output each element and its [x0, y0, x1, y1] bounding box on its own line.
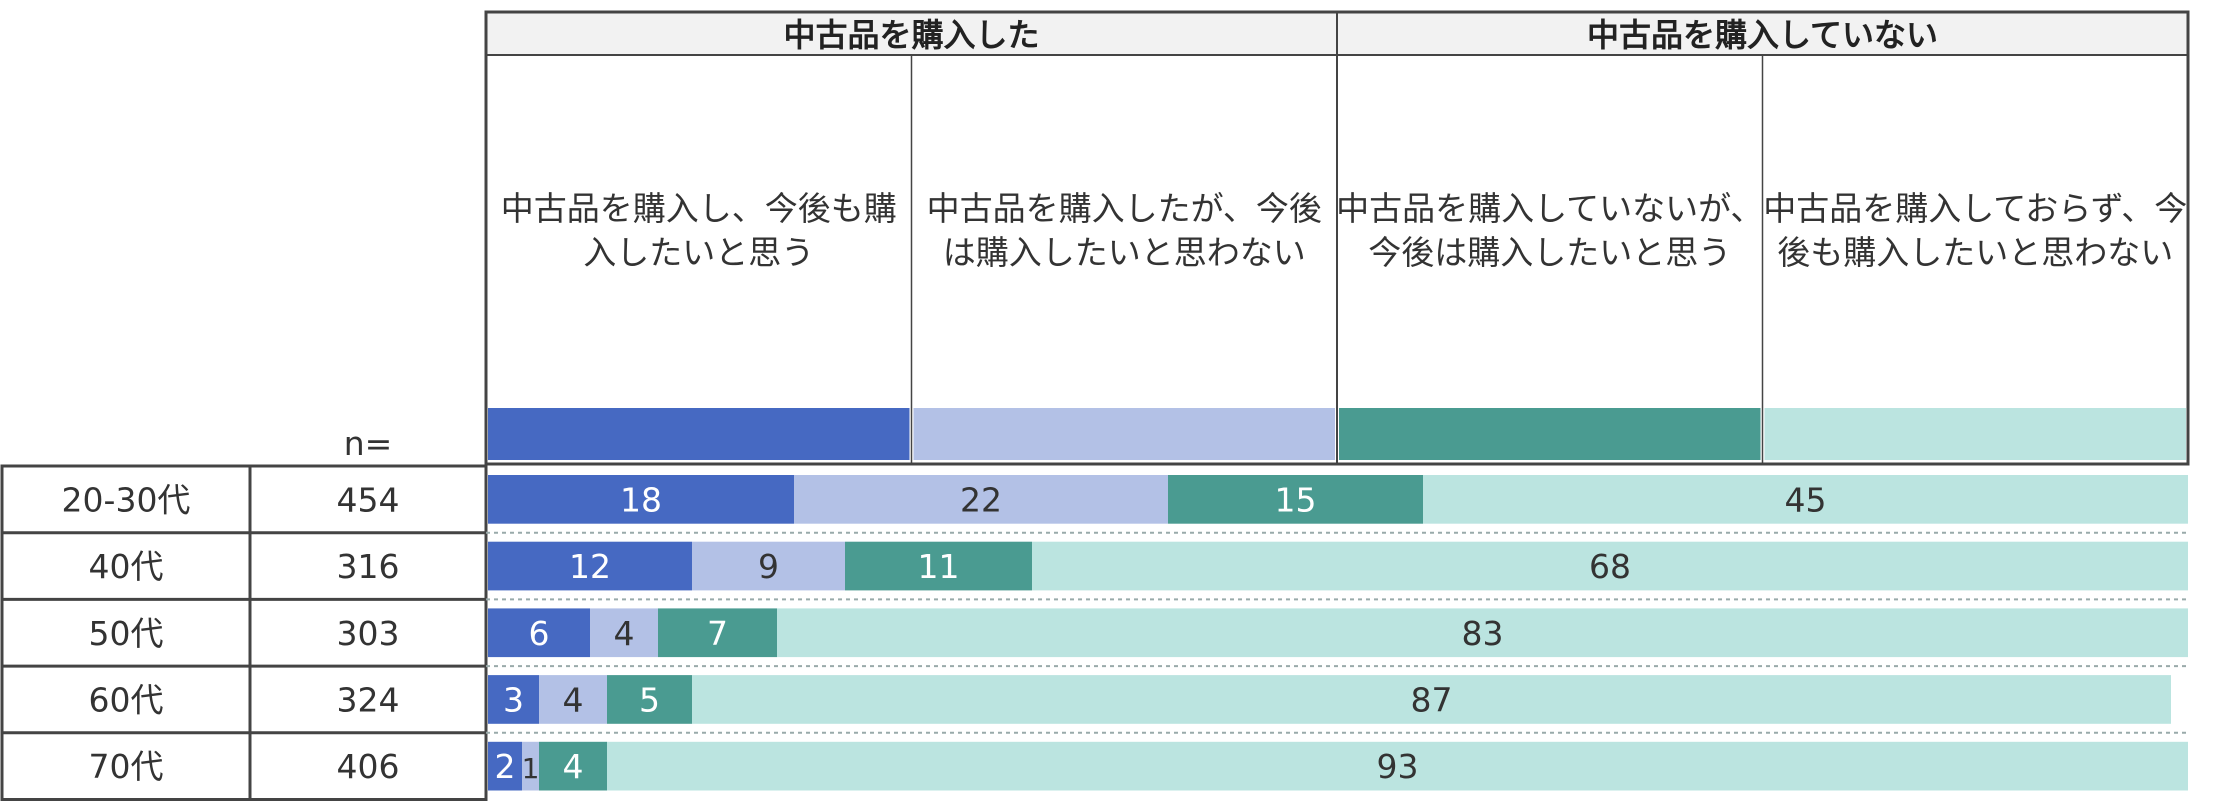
category-label: 中古品を購入したが、今後: [927, 189, 1322, 228]
bar-segment: [590, 608, 658, 658]
bar-value-label: 5: [639, 680, 660, 719]
bar-value-label: 4: [563, 747, 584, 786]
bar-value-label: 15: [1275, 480, 1317, 519]
bar-value-label: 11: [918, 547, 960, 586]
bar-value-label: 83: [1462, 614, 1504, 653]
bar-segment: [658, 608, 777, 658]
bar-value-label: 7: [707, 614, 728, 653]
bar-segment: [488, 541, 692, 591]
bar-value-label: 22: [960, 480, 1002, 519]
row-n-value: 324: [337, 680, 400, 719]
legend-swatch-4: [1764, 408, 2186, 460]
bar-segment: [539, 741, 607, 791]
bar-segment: [794, 475, 1168, 524]
row-label: 40代: [89, 547, 164, 586]
legend-swatch-1: [488, 408, 910, 460]
bar-value-label: 12: [569, 547, 611, 586]
bar-segment: [1423, 475, 2188, 524]
bar-segment: [845, 541, 1032, 591]
bar-segment: [607, 741, 2188, 791]
category-label: 中古品を購入していないが、: [1336, 189, 1763, 228]
bar-value-label: 9: [758, 547, 779, 586]
row-n-value: 303: [337, 614, 400, 653]
bar-value-label: 6: [529, 614, 550, 653]
bar-segment: [607, 675, 692, 724]
bar-value-label: 4: [614, 614, 635, 653]
bar-segment: [692, 675, 2171, 724]
bar-value-label: 2: [495, 747, 516, 786]
category-label: 中古品を購入しておらず、今: [1763, 189, 2187, 228]
bar-value-label: 3: [503, 680, 524, 719]
n-label: n=: [344, 424, 393, 463]
group-title: 中古品を購入した: [783, 16, 1039, 54]
legend-swatch-2: [913, 408, 1335, 460]
bar-segment: [1032, 541, 2188, 591]
bar-value-label: 18: [620, 480, 662, 519]
bar-segment: [488, 675, 539, 724]
bar-segment: [488, 741, 522, 791]
row-label: 70代: [89, 747, 164, 786]
category-label: 入したいと思う: [583, 233, 814, 272]
bar-segment: [522, 741, 539, 791]
bar-value-label: 45: [1785, 480, 1827, 519]
bar-segment: [539, 675, 607, 724]
bar-segment: [488, 475, 794, 524]
bar-segment: [488, 608, 590, 658]
bar-value-label: 1: [522, 752, 540, 785]
row-label: 60代: [89, 680, 164, 719]
legend-swatch-3: [1339, 408, 1761, 460]
group-title: 中古品を購入していない: [1587, 16, 1938, 54]
bar-value-label: 4: [563, 680, 584, 719]
category-label: 中古品を購入し、今後も購: [501, 189, 897, 228]
bar-segment: [777, 608, 2188, 658]
category-label: 今後は購入したいと思う: [1368, 233, 1731, 272]
row-n-value: 454: [337, 480, 400, 519]
bar-value-label: 93: [1377, 747, 1419, 786]
row-n-value: 316: [337, 547, 400, 586]
bar-segment: [1168, 475, 1423, 524]
row-label: 20-30代: [62, 480, 191, 519]
row-n-value: 406: [337, 747, 400, 786]
category-label: 後も購入したいと思わない: [1777, 233, 2173, 272]
bar-value-label: 87: [1411, 680, 1453, 719]
row-label: 50代: [89, 614, 164, 653]
category-label: は購入したいと思わない: [943, 233, 1306, 272]
bar-value-label: 68: [1589, 547, 1631, 586]
bar-segment: [692, 541, 845, 591]
